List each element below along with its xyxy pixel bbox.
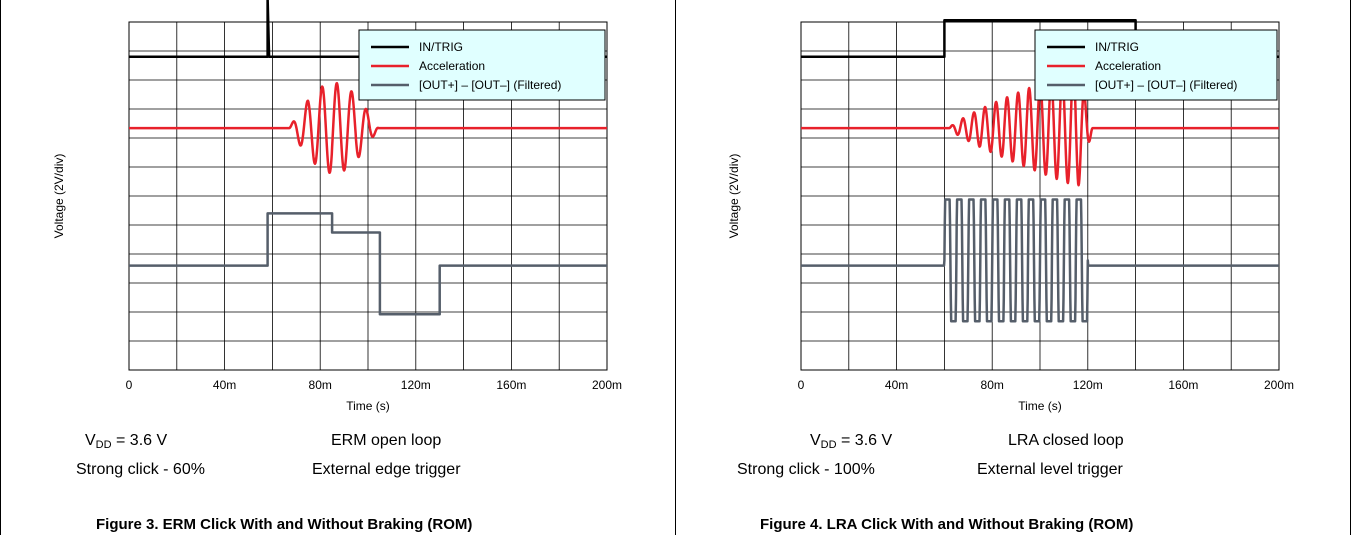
x-tick-label: 0 <box>798 378 805 392</box>
trigger-note: External edge trigger <box>312 461 461 479</box>
figure-3-chart: 0 40m 80m 120m 160m 200m Time (s) Voltage (2V/d… <box>1 0 677 500</box>
series-line-out-out-filtered <box>801 200 1279 322</box>
figure-3-caption: Figure 3. ERM Click With and Without Bra… <box>96 516 472 533</box>
x-tick-label: 40m <box>213 378 236 392</box>
x-tick-label: 40m <box>885 378 908 392</box>
legend-entry: [OUT+] – [OUT–] (Filtered) <box>1095 78 1237 92</box>
mode-note: LRA closed loop <box>1008 432 1124 450</box>
legend-entry: [OUT+] – [OUT–] (Filtered) <box>419 78 561 92</box>
legend-entry: Acceleration <box>1095 59 1161 73</box>
legend-entry: IN/TRIG <box>1095 40 1139 54</box>
x-tick-label: 200m <box>1264 378 1294 392</box>
x-tick-label: 160m <box>496 378 526 392</box>
vdd-note: VDD = 3.6 V <box>85 432 167 451</box>
figure-4-chart: 0 40m 80m 120m 160m 200m Time (s) Voltage (2V/d… <box>676 0 1351 500</box>
x-axis-label: Time (s) <box>1018 399 1062 413</box>
click-strength-note: Strong click - 100% <box>737 461 875 479</box>
y-axis-label: Voltage (2V/div) <box>727 154 741 239</box>
x-axis-label: Time (s) <box>346 399 390 413</box>
legend: IN/TRIG Acceleration [OUT+] – [OUT–] (Filt… <box>359 30 605 100</box>
y-axis-label: Voltage (2V/div) <box>52 154 66 239</box>
x-tick-label: 160m <box>1168 378 1198 392</box>
figure-4-panel: 0 40m 80m 120m 160m 200m Time (s) Voltage (2V/d… <box>676 0 1351 535</box>
vdd-note: VDD = 3.6 V <box>810 432 892 451</box>
mode-note: ERM open loop <box>331 432 441 450</box>
x-tick-label: 80m <box>981 378 1004 392</box>
x-tick-label: 120m <box>1073 378 1103 392</box>
figure-4-caption: Figure 4. LRA Click With and Without Bra… <box>760 516 1133 533</box>
legend-entry: IN/TRIG <box>419 40 463 54</box>
click-strength-note: Strong click - 60% <box>76 461 205 479</box>
x-tick-label: 0 <box>126 378 133 392</box>
legend: IN/TRIG Acceleration [OUT+] – [OUT–] (Filt… <box>1035 30 1277 100</box>
trigger-note: External level trigger <box>977 461 1123 479</box>
x-tick-label: 80m <box>309 378 332 392</box>
x-tick-label: 200m <box>592 378 622 392</box>
x-tick-label: 120m <box>401 378 431 392</box>
figure-3-panel: 0 40m 80m 120m 160m 200m Time (s) Voltage (2V/d… <box>0 0 676 535</box>
legend-entry: Acceleration <box>419 59 485 73</box>
